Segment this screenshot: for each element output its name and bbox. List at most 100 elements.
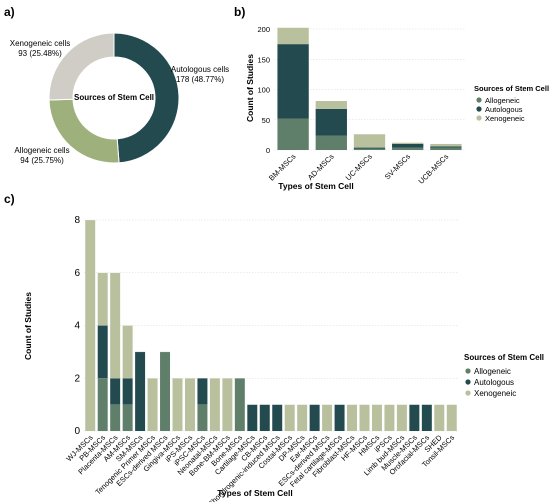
donut-detail-xenogeneic: 93 (25.48%) bbox=[18, 49, 62, 58]
chart-b-xtick-label: SV-MSCs bbox=[383, 152, 413, 182]
chart-b-xtick-label: BM-MSCs bbox=[267, 152, 298, 183]
chart-c-bar-wj-mscs-xenogeneic bbox=[85, 220, 96, 431]
chart-c-legend-swatch-allogeneic bbox=[465, 368, 471, 374]
chart-c-bar-ipscs-xenogeneic bbox=[384, 404, 395, 431]
chart-c-bar-am-mscs-autologous bbox=[122, 378, 133, 405]
chart-c-bar-escs-derived-mscs-allogeneic bbox=[160, 351, 171, 431]
donut-detail-allogeneic: 94 (25.75%) bbox=[20, 156, 64, 165]
chart-c-bar-escs-derived-mscs-xenogeneic bbox=[322, 404, 333, 431]
chart-b-bar-ucb-mscs-xenogeneic bbox=[430, 143, 462, 147]
chart-b-bar-bm-mscs-allogeneic bbox=[277, 118, 309, 150]
chart-b-bar-ucb-mscs-allogeneic bbox=[430, 147, 462, 150]
chart-b-ylabel: Count of Studies bbox=[245, 54, 255, 122]
chart-c-bar-hmscs-xenogeneic bbox=[371, 404, 382, 431]
chart-b-xtick-label: UCB-MSCs bbox=[417, 152, 451, 186]
chart-c-ytick-label: 8 bbox=[74, 215, 80, 226]
chart-c-bar-neonatal-mscs-xenogeneic bbox=[209, 378, 220, 431]
panel-b-letter: b) bbox=[234, 5, 245, 19]
chart-c-ytick-label: 2 bbox=[74, 373, 80, 384]
chart-c-legend-title: Sources of Stem Cell bbox=[464, 353, 544, 362]
chart-b-xtick-label: AD-MSCs bbox=[306, 152, 336, 182]
chart-c-bar-am-mscs-allogeneic bbox=[122, 404, 133, 431]
chart-b-bar-uc-mscs-xenogeneic bbox=[353, 134, 386, 148]
chart-b-bar-bm-mscs-xenogeneic bbox=[277, 27, 309, 45]
chart-c-legend-swatch-autologous bbox=[465, 379, 471, 385]
chart-b-ytick-label: 0 bbox=[266, 146, 270, 155]
chart-b-xtick-label: UC-MSCs bbox=[344, 152, 374, 182]
chart-c-bar-bone-bm-mscs-xenogeneic bbox=[222, 378, 233, 431]
donut-label-autologous: Autologous cells bbox=[171, 65, 229, 74]
chart-c-bar-costal-mscs-xenogeneic bbox=[284, 404, 295, 431]
chart-c-bar-placenta-mscs-allogeneic bbox=[110, 404, 121, 431]
chart-c-bar-fetal-cartilage-mscs-autologous bbox=[334, 404, 345, 431]
chart-b-ytick-label: 200 bbox=[257, 25, 270, 34]
chart-c-bar-limb-bud-mscs-xenogeneic bbox=[396, 404, 407, 431]
chart-b-legend: Sources of Stem Cell Allogeneic Autologo… bbox=[474, 84, 549, 123]
chart-b-bar-ad-mscs-autologous bbox=[315, 108, 347, 136]
chart-c-bar-placenta-mscs-xenogeneic bbox=[110, 272, 121, 379]
chart-c-bar-hf-mscs-xenogeneic bbox=[359, 404, 370, 431]
chart-b-legend-swatch-autologous bbox=[476, 106, 482, 112]
chart-c-legend-swatch-xenogeneic bbox=[465, 390, 471, 396]
chart-c-bar-pb-mscs-autologous bbox=[97, 325, 108, 379]
chart-b: 0 50 100 150 200 BM-MSCs AD-MSCs UC-MSCs SV-MSCs… bbox=[257, 25, 465, 186]
chart-c-xlabel: Types of Stem Cell bbox=[217, 488, 292, 498]
chart-c-ytick-label: 4 bbox=[74, 321, 80, 332]
chart-c-legend-autologous: Autologous bbox=[474, 378, 514, 387]
chart-c-bar-muscle-mscs-autologous bbox=[409, 404, 420, 431]
chart-b-bar-bm-mscs-autologous bbox=[277, 44, 309, 119]
donut-chart bbox=[48, 32, 180, 164]
chart-c-bar-pb-mscs-allogeneic bbox=[97, 378, 108, 431]
chart-b-legend-autologous: Autologous bbox=[485, 105, 523, 114]
chart-c-bar-ipsc-mscs-allogeneic bbox=[197, 404, 208, 431]
chart-c-bar-shed-xenogeneic bbox=[434, 404, 445, 431]
panel-c-letter: c) bbox=[4, 192, 15, 206]
chart-b-ytick-label: 50 bbox=[262, 116, 270, 125]
chart-b-bar-sv-mscs-autologous bbox=[392, 143, 424, 148]
chart-c-bar-ipsc-mscs-autologous bbox=[197, 378, 208, 405]
chart-c-bar-pb-mscs-xenogeneic bbox=[97, 272, 108, 326]
chart-b-bar-ad-mscs-allogeneic bbox=[315, 135, 347, 150]
chart-c-bar-cb-mscs-autologous bbox=[259, 404, 270, 431]
chart-c-bar-chondrogenic-induced-mscs-autologous bbox=[272, 404, 283, 431]
chart-c-bar-fibroblast-mscs-xenogeneic bbox=[347, 404, 358, 431]
chart-c-ylabel: Count of Studies bbox=[23, 292, 33, 360]
chart-c-bar-sm-mscs-autologous bbox=[135, 351, 146, 431]
chart-b-legend-swatch-allogeneic bbox=[476, 97, 482, 103]
chart-b-legend-title: Sources of Stem Cell bbox=[474, 84, 549, 93]
chart-c-ytick-label: 6 bbox=[74, 268, 80, 279]
chart-c-bar-gingiva-mscs-xenogeneic bbox=[172, 378, 183, 431]
chart-b-legend-allogeneic: Allogeneic bbox=[485, 96, 520, 105]
donut-label-allogeneic: Allogeneic cells bbox=[14, 146, 69, 155]
chart-c-bar-cartilage-mscs-autologous bbox=[247, 404, 258, 431]
chart-b-bar-sv-mscs-allogeneic bbox=[392, 147, 424, 150]
chart-b-bar-uc-mscs-allogeneic bbox=[353, 148, 386, 150]
donut-detail-autologous: 178 (48.77%) bbox=[176, 75, 224, 84]
chart-c-bar-orofacial-mscs-autologous bbox=[421, 404, 432, 431]
chart-c-legend-allogeneic: Allogeneic bbox=[474, 367, 511, 376]
chart-c-legend-xenogeneic: Xenogeneic bbox=[474, 389, 516, 398]
chart-b-ytick-label: 150 bbox=[257, 55, 270, 64]
chart-b-bar-sv-mscs-xenogeneic bbox=[392, 142, 424, 144]
chart-b-xlabel: Types of Stem Cell bbox=[278, 181, 353, 191]
chart-c-bar-placenta-mscs-autologous bbox=[110, 378, 121, 405]
chart-c-ytick-label: 0 bbox=[74, 426, 80, 437]
chart-c-legend: Sources of Stem Cell Allogeneic Autologo… bbox=[464, 353, 544, 398]
chart-b-bar-ucb-mscs-autologous bbox=[430, 146, 462, 148]
chart-b-ytick-label: 100 bbox=[257, 86, 270, 95]
chart-b-legend-swatch-xenogeneic bbox=[476, 115, 482, 121]
chart-c-bar-ips-mscs-xenogeneic bbox=[184, 378, 195, 431]
donut-label-xenogeneic: Xenogeneic cells bbox=[10, 39, 70, 48]
chart-c-bar-bone-mscs-allogeneic bbox=[234, 378, 245, 431]
chart-c-bar-am-mscs-xenogeneic bbox=[122, 325, 133, 379]
chart-c-bar-tenogenic-primer-mscs-xenogeneic bbox=[147, 378, 158, 431]
chart-b-legend-xenogeneic: Xenogeneic bbox=[485, 114, 525, 123]
chart-c: 02468WJ-MSCsPB-MSCsPlacenta-MSCsAM-MSCsS… bbox=[64, 215, 458, 502]
chart-b-bar-uc-mscs-autologous bbox=[353, 147, 386, 149]
chart-c-bar-ear-mscs-autologous bbox=[309, 404, 320, 431]
donut-slice-autologous-cells bbox=[113, 32, 180, 164]
chart-c-bar-dp-mscs-xenogeneic bbox=[297, 404, 308, 431]
donut-center-label: Sources of Stem Cell bbox=[74, 93, 154, 102]
chart-c-bar-tonsil-mscs-xenogeneic bbox=[446, 404, 457, 431]
